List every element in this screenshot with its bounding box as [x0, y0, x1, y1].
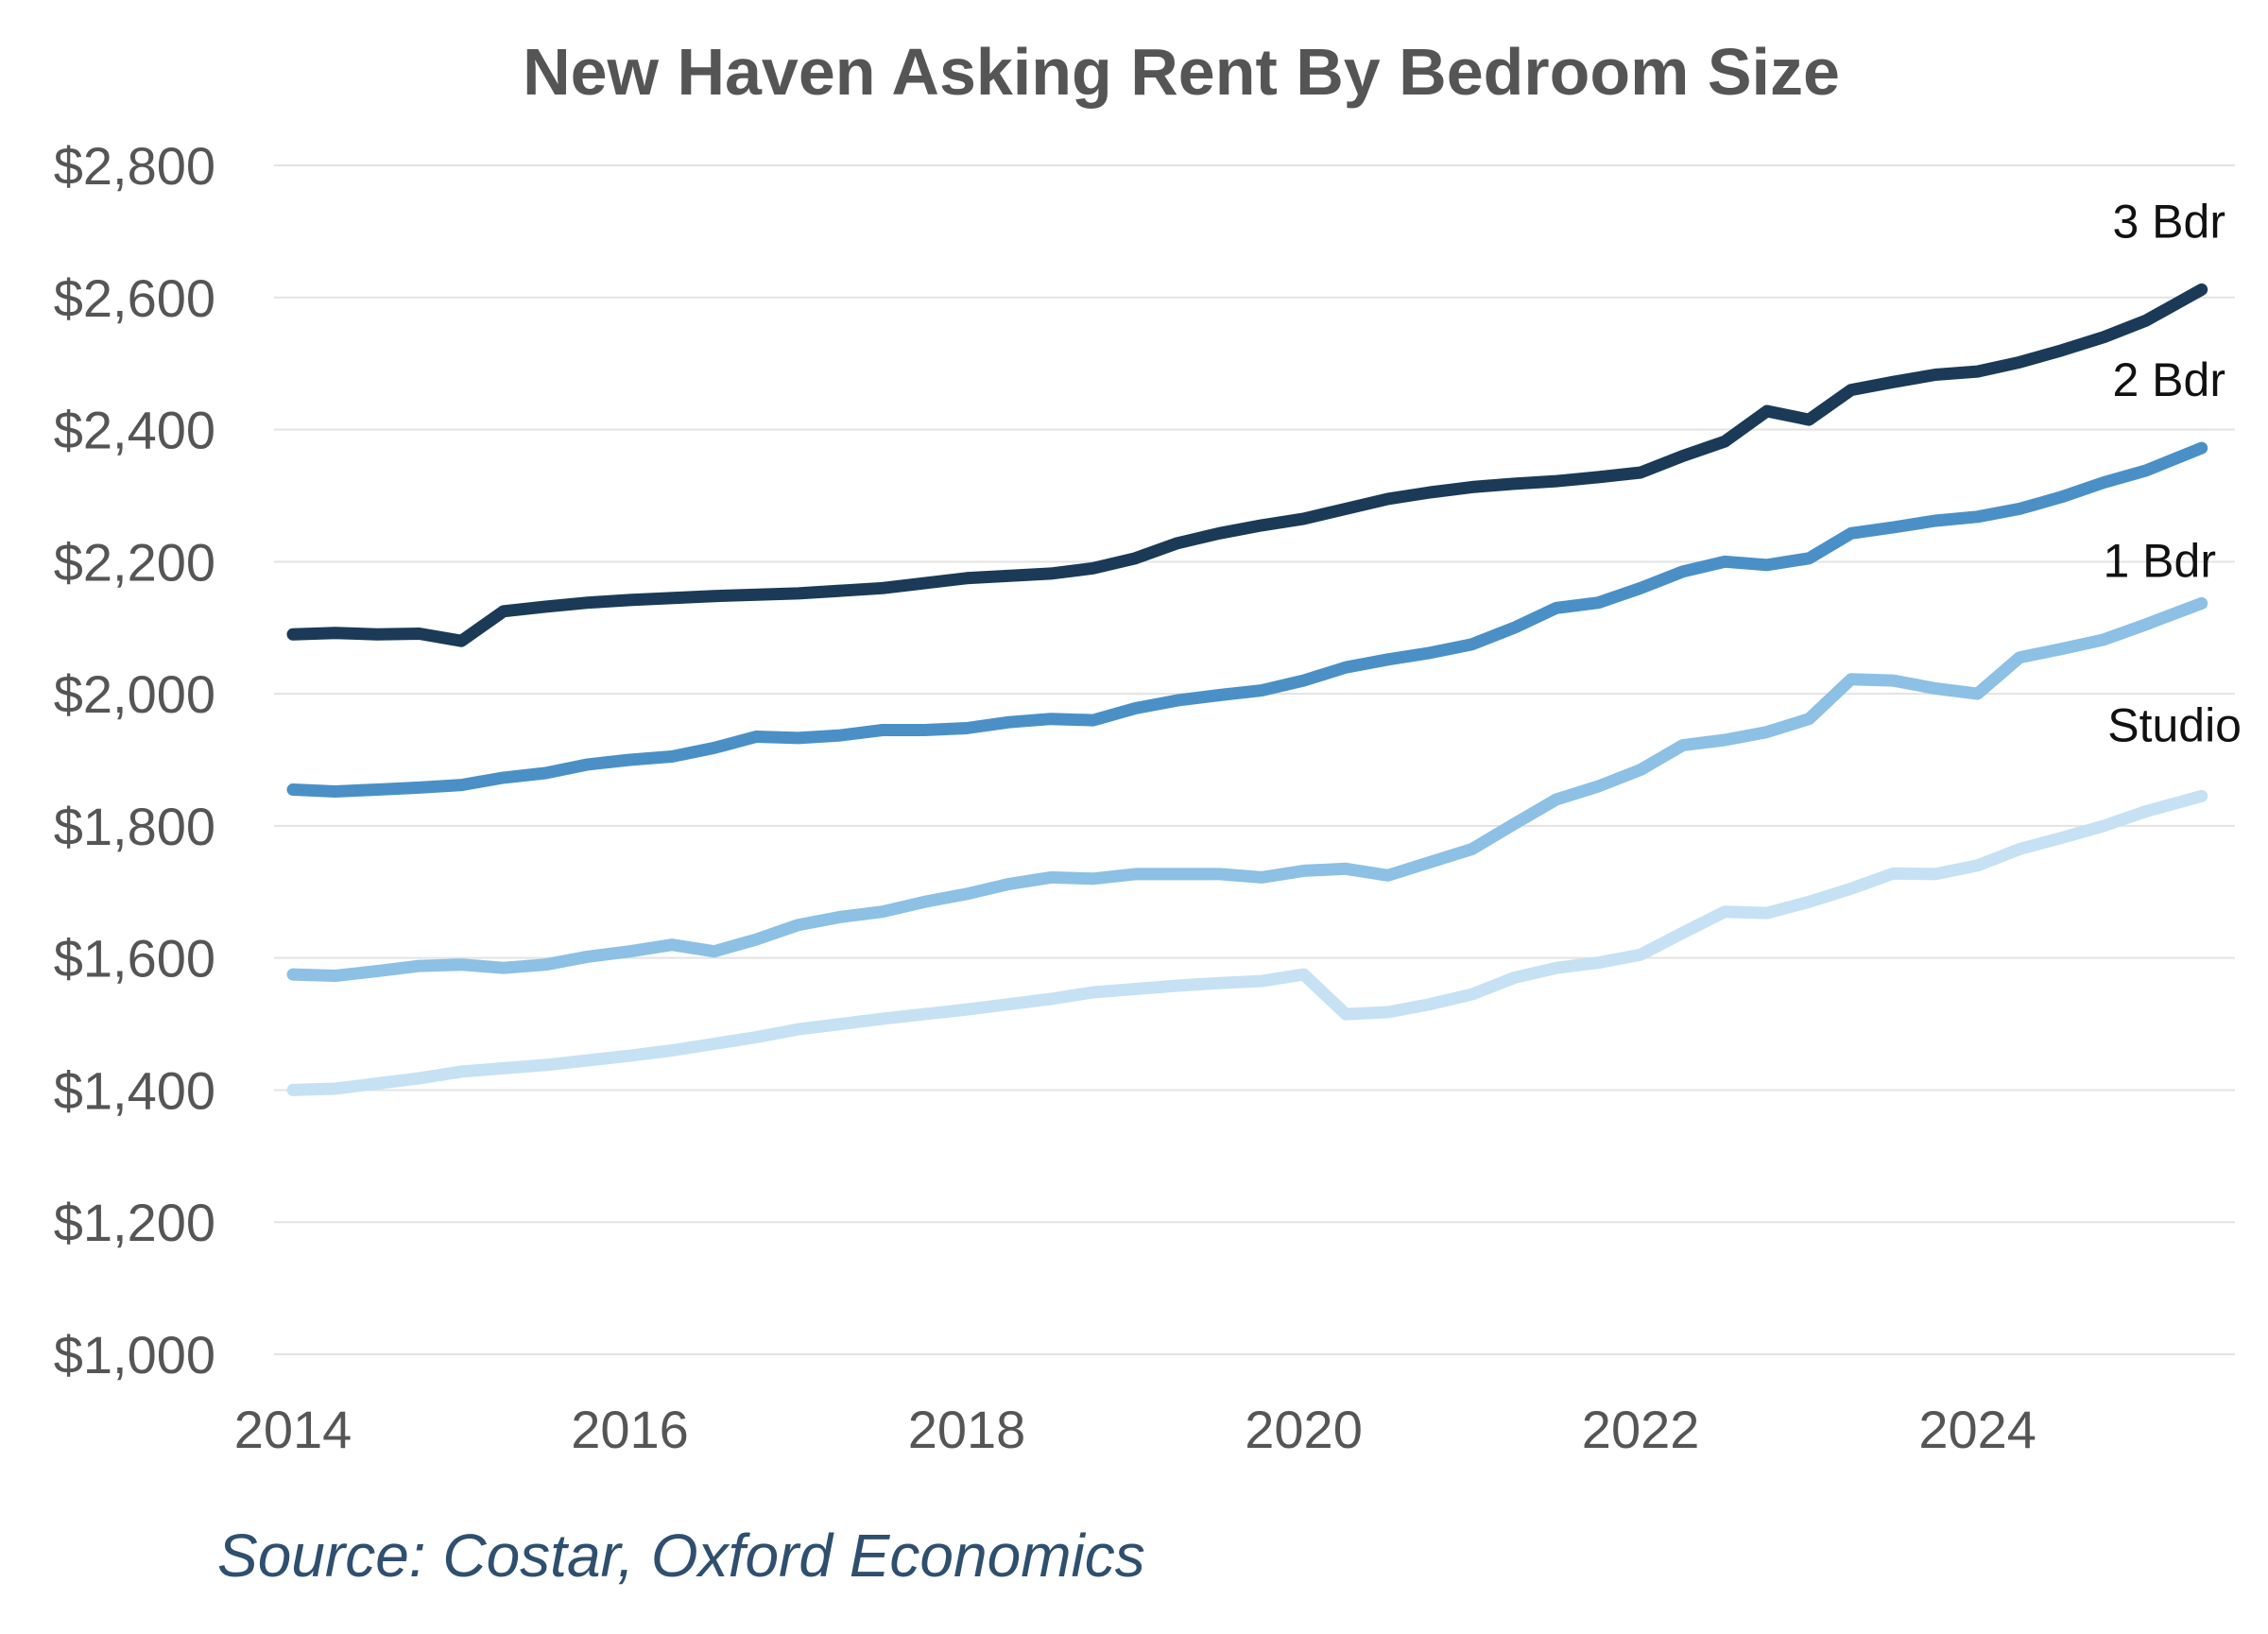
x-tick-label: 2016 — [571, 1400, 689, 1459]
x-tick-label: 2018 — [908, 1400, 1026, 1459]
y-tick-label: $2,400 — [54, 401, 215, 460]
y-tick-label: $2,600 — [54, 268, 215, 328]
x-tick-label: 2024 — [1918, 1400, 2036, 1459]
y-tick-label: $2,000 — [54, 664, 215, 724]
series-lines — [286, 283, 2208, 1096]
y-tick-label: $1,600 — [54, 929, 215, 989]
y-axis-ticks: $1,000 $1,200 $1,400 $1,600 $1,800 $2,000 $2,2… — [54, 136, 215, 1385]
y-tick-label: $2,800 — [54, 136, 215, 196]
series-line-1-bdr — [286, 596, 2208, 982]
series-label-studio: Studio — [2107, 698, 2242, 751]
x-tick-label: 2014 — [234, 1400, 352, 1459]
x-tick-label: 2022 — [1582, 1400, 1700, 1459]
series-label-2-bdr: 2 Bdr — [2112, 353, 2225, 406]
y-tick-label: $1,000 — [54, 1325, 215, 1385]
series-label-1-bdr: 1 Bdr — [2103, 534, 2216, 587]
series-line-2-bdr — [286, 441, 2208, 798]
source-note: Source: Costar, Oxford Economics — [217, 1522, 1145, 1590]
y-tick-label: $1,800 — [54, 797, 215, 856]
series-line-3-bdr — [286, 283, 2208, 647]
x-axis-ticks: 2014 2016 2018 2020 2022 2024 — [234, 1400, 2036, 1459]
gridlines — [274, 164, 2235, 1355]
series-label-3-bdr: 3 Bdr — [2112, 195, 2225, 248]
series-labels: 3 Bdr 2 Bdr 1 Bdr Studio — [2103, 195, 2242, 751]
series-line-studio — [286, 789, 2208, 1096]
chart-title: New Haven Asking Rent By Bedroom Size — [523, 35, 1840, 109]
y-tick-label: $1,200 — [54, 1193, 215, 1252]
y-tick-label: $1,400 — [54, 1060, 215, 1120]
x-tick-label: 2020 — [1245, 1400, 1363, 1459]
y-tick-label: $2,200 — [54, 532, 215, 592]
